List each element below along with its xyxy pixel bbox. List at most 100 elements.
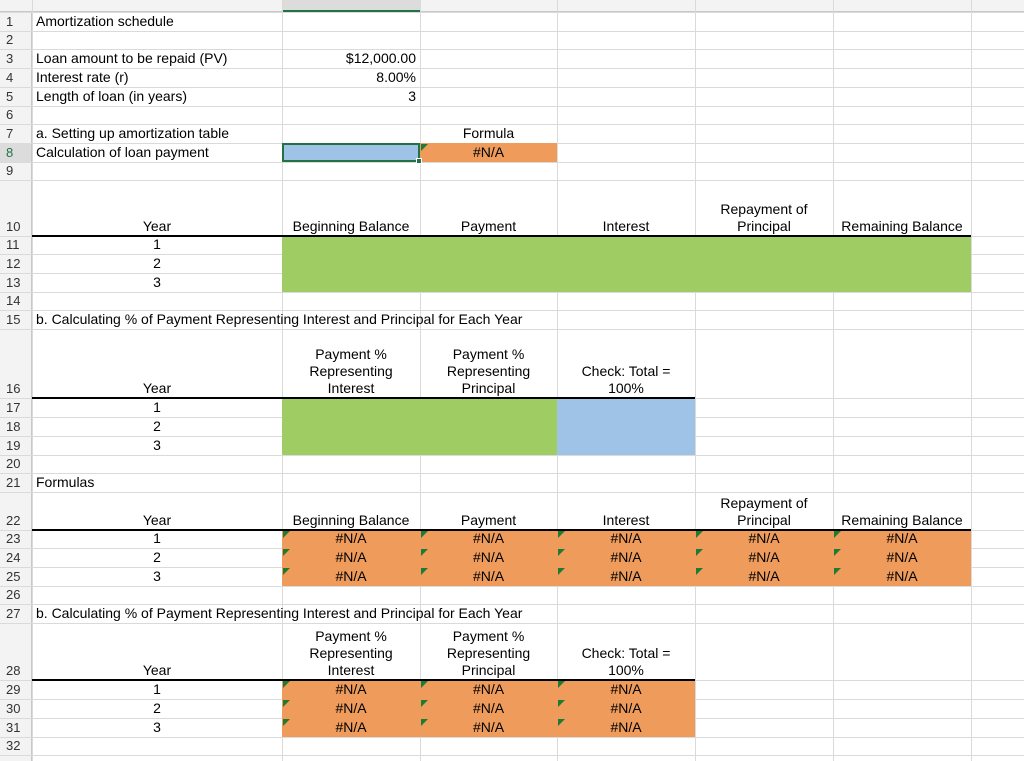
- cell-text: 1: [153, 236, 161, 252]
- error-indicator: [283, 568, 290, 575]
- error-indicator: [283, 700, 290, 707]
- cell-text: 3: [408, 88, 416, 104]
- row-number: 13: [6, 275, 21, 290]
- cell-fill: [557, 436, 695, 455]
- error-indicator: [696, 531, 703, 538]
- cell-text: #N/A: [472, 530, 505, 546]
- row-gridline: [0, 737, 1024, 738]
- row-number: 10: [6, 219, 21, 234]
- selection-handle: [416, 158, 422, 164]
- cell-text: #N/A: [472, 700, 505, 716]
- cell-fill: [282, 417, 557, 436]
- cell-text: #N/A: [472, 681, 505, 697]
- cell-fill: [557, 417, 695, 436]
- cell-text: $12,000.00: [345, 50, 416, 66]
- row-gridline: [0, 87, 1024, 88]
- error-indicator: [834, 568, 841, 575]
- cell-fill: [282, 143, 420, 162]
- error-indicator: [558, 531, 565, 538]
- selected-column-header: [282, 0, 420, 12]
- row-header-bar: [0, 12, 32, 761]
- cell-text: Loan amount to be repaid (PV): [36, 50, 228, 66]
- cell-text: #N/A: [335, 681, 367, 697]
- selected-cell: [282, 143, 420, 162]
- cell-fill: [282, 436, 557, 455]
- row-number: 32: [6, 738, 21, 753]
- cell-text: Payment: [460, 512, 517, 528]
- row-number: 28: [6, 663, 21, 678]
- cell-text: #N/A: [472, 719, 505, 735]
- cell-text: #N/A: [335, 530, 367, 546]
- cell-text: #N/A: [335, 719, 367, 735]
- row-gridline: [0, 310, 1024, 311]
- cell-text: 1: [153, 530, 161, 546]
- cell-text: Remaining Balance: [841, 512, 963, 528]
- cell-text: Year: [142, 218, 172, 234]
- cell-text: Payment % Representing Interest: [309, 346, 393, 396]
- column-gridline: [971, 0, 972, 761]
- cell-text: #N/A: [610, 568, 642, 584]
- cell-text: 1: [153, 681, 161, 697]
- cell-text: 8.00%: [376, 69, 416, 85]
- row-number: 11: [6, 237, 20, 252]
- cell-text: b. Calculating % of Payment Representing…: [36, 605, 523, 621]
- cell-text: 3: [153, 274, 161, 290]
- error-indicator: [558, 719, 565, 726]
- row-number: 8: [0, 143, 31, 162]
- cell-text: Payment: [460, 218, 517, 234]
- row-number: 18: [6, 419, 21, 434]
- cell-text: Formula: [462, 125, 515, 141]
- cell-fill: [282, 718, 695, 737]
- cell-text: Repayment of Principal: [720, 495, 808, 528]
- row-gridline: [0, 162, 1024, 163]
- row-number: 25: [6, 569, 21, 584]
- row-number: 3: [6, 51, 14, 66]
- cell-text: Payment % Representing Principal: [446, 346, 531, 396]
- cell-fill: [282, 273, 971, 292]
- cell-text: #N/A: [472, 144, 505, 160]
- cell-text: #N/A: [610, 681, 642, 697]
- cell-text: #N/A: [610, 549, 642, 565]
- cell-fill: [282, 236, 971, 254]
- error-indicator: [283, 681, 290, 688]
- column-gridline: [557, 0, 558, 761]
- cell-fill: [282, 680, 695, 699]
- header-underline: [32, 529, 971, 531]
- cell-text: 2: [153, 549, 161, 565]
- column-gridline: [282, 0, 283, 761]
- row-number: 14: [6, 293, 21, 308]
- row-number: 4: [6, 70, 14, 85]
- column-gridline: [32, 0, 33, 761]
- error-indicator: [834, 549, 841, 556]
- cell-text: #N/A: [886, 568, 918, 584]
- header-underline: [32, 397, 695, 399]
- row-number: 23: [6, 531, 21, 546]
- cell-text: 2: [153, 418, 161, 434]
- row-number: 31: [6, 720, 21, 735]
- column-header-bar: [0, 0, 1024, 12]
- row-number: 20: [6, 456, 21, 471]
- row-number: 1: [6, 14, 14, 29]
- cell-fill: [282, 567, 971, 586]
- cell-text: Beginning Balance: [292, 218, 410, 234]
- error-indicator: [558, 700, 565, 707]
- cell-text: #N/A: [610, 700, 642, 716]
- row-gridline: [0, 12, 1024, 13]
- error-indicator: [421, 144, 428, 151]
- cell-text: #N/A: [610, 719, 642, 735]
- error-indicator: [283, 719, 290, 726]
- cell-text: #N/A: [335, 568, 367, 584]
- cell-text: a. Setting up amortization table: [36, 125, 230, 141]
- cell-text: Beginning Balance: [292, 512, 410, 528]
- header-underline: [32, 679, 695, 681]
- cell-fill: [282, 254, 971, 273]
- header-underline: [32, 235, 971, 237]
- cell-text: Interest rate (r): [36, 69, 129, 85]
- row-gridline: [0, 180, 1024, 181]
- error-indicator: [696, 549, 703, 556]
- cell-text: Amortization schedule: [36, 13, 174, 29]
- error-indicator: [558, 568, 565, 575]
- cell-fill: [420, 143, 557, 162]
- cell-text: Repayment of Principal: [720, 201, 808, 234]
